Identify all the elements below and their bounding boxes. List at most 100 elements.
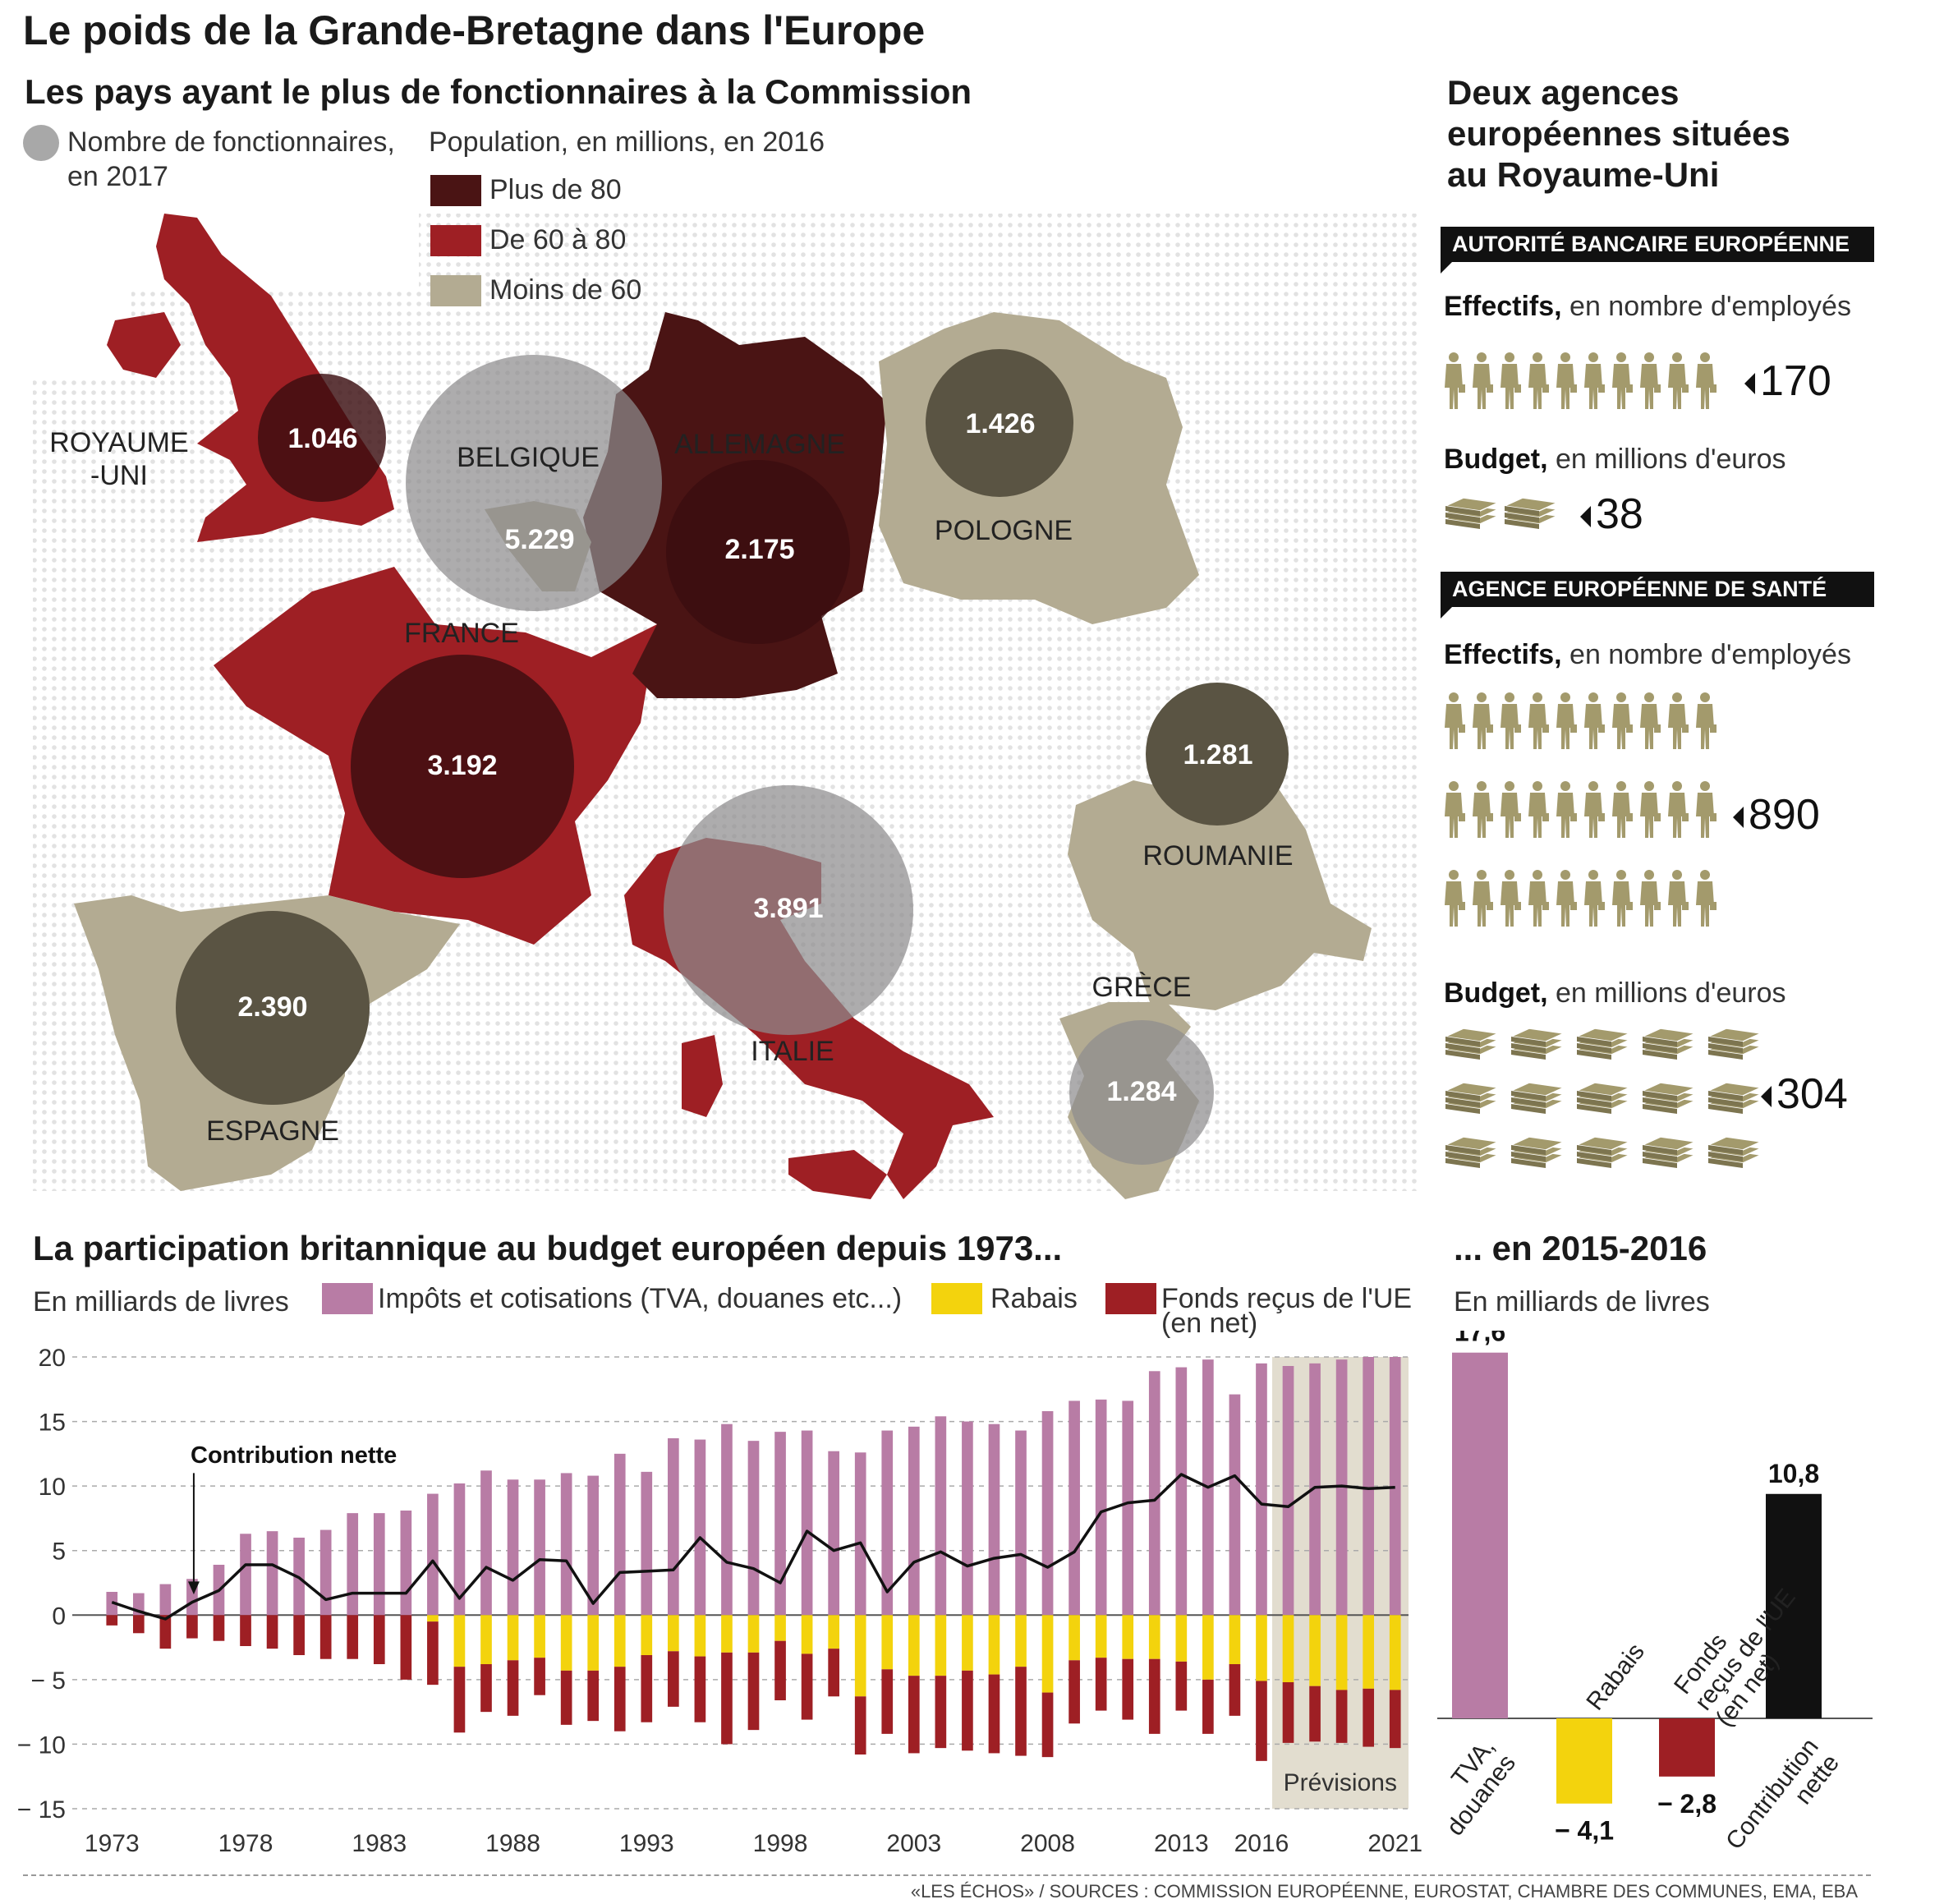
bar-impots bbox=[1015, 1430, 1027, 1616]
bar-rabais bbox=[1175, 1615, 1188, 1662]
eba-budget-label: Budget, en millions d'euros bbox=[1444, 444, 1786, 476]
person-icon bbox=[1696, 781, 1717, 838]
small-bar bbox=[1452, 1352, 1508, 1718]
bubble-france bbox=[351, 655, 574, 878]
value-pologne: 1.426 bbox=[965, 408, 1035, 439]
bar-rabais bbox=[1095, 1615, 1107, 1658]
person-icon bbox=[1668, 781, 1689, 838]
bar-impots bbox=[347, 1513, 359, 1616]
person-icon bbox=[1584, 352, 1605, 409]
person-icon bbox=[1668, 352, 1689, 409]
circle-legend-line2: en 2017 bbox=[67, 161, 168, 192]
person-icon bbox=[1696, 692, 1717, 749]
banknote-stack-icon bbox=[1706, 1082, 1763, 1114]
x-tick-label: 1988 bbox=[485, 1830, 540, 1857]
bar-rabais bbox=[1148, 1615, 1160, 1659]
bar-fonds bbox=[1309, 1686, 1321, 1742]
bar-rabais bbox=[908, 1615, 920, 1676]
bar-fonds bbox=[1122, 1658, 1134, 1720]
banknote-stack-icon bbox=[1502, 497, 1560, 529]
bar-impots bbox=[427, 1493, 439, 1616]
legend-swatch-60-80 bbox=[430, 225, 481, 256]
europe-map: 1.046 5.229 2.175 1.426 3.192 1.281 3.89… bbox=[33, 214, 1421, 1199]
circle-legend-swatch bbox=[23, 125, 59, 161]
legend-swatch-fonds bbox=[1105, 1283, 1156, 1314]
source-note: «LES ÉCHOS» / SOURCES : COMMISSION EUROP… bbox=[910, 1881, 1858, 1902]
ema-staff-value: 890 bbox=[1733, 790, 1820, 839]
bar-rabais bbox=[962, 1615, 973, 1671]
population-legend-title: Population, en millions, en 2016 bbox=[429, 126, 825, 158]
eba-band: AUTORITÉ BANCAIRE EUROPÉENNE bbox=[1441, 227, 1874, 274]
bar-fonds bbox=[774, 1640, 786, 1700]
bar-rabais bbox=[534, 1615, 545, 1658]
ema-budget-bold: Budget, bbox=[1444, 977, 1548, 1009]
banknote-stack-icon bbox=[1444, 497, 1501, 529]
legend-label-rabais: Rabais bbox=[990, 1283, 1078, 1314]
person-icon bbox=[1528, 870, 1549, 927]
eba-budget-bold: Budget, bbox=[1444, 444, 1548, 475]
banknote-stack-icon bbox=[1706, 1136, 1763, 1168]
bar-impots bbox=[319, 1529, 332, 1616]
small-bar-value: 17,6 bbox=[1455, 1331, 1505, 1347]
bar-rabais bbox=[694, 1615, 706, 1657]
ema-staff-unit: en nombre d'employés bbox=[1561, 639, 1851, 670]
person-icon bbox=[1584, 781, 1605, 838]
person-icon bbox=[1445, 781, 1465, 838]
bar-fonds bbox=[1041, 1692, 1054, 1758]
legend-swatch-rabais bbox=[931, 1283, 982, 1314]
bar-rabais bbox=[668, 1615, 679, 1652]
bar-rabais bbox=[1389, 1615, 1401, 1690]
bar-impots bbox=[266, 1531, 278, 1616]
small-bar-value: − 4,1 bbox=[1555, 1816, 1614, 1846]
bar-rabais bbox=[747, 1615, 760, 1653]
bar-impots bbox=[935, 1416, 947, 1616]
bar-fonds bbox=[747, 1652, 760, 1731]
person-icon bbox=[1556, 692, 1577, 749]
banknote-stack-icon bbox=[1640, 1082, 1698, 1114]
bar-rabais bbox=[1282, 1615, 1294, 1682]
eba-budget-number: 38 bbox=[1596, 490, 1643, 538]
bar-fonds bbox=[1282, 1682, 1294, 1743]
ema-budget-label: Budget, en millions d'euros bbox=[1444, 977, 1786, 1009]
bar-impots bbox=[1389, 1357, 1401, 1616]
ema-staff-bold: Effectifs, bbox=[1444, 639, 1562, 670]
bar-fonds bbox=[935, 1676, 947, 1749]
person-icon bbox=[1473, 352, 1493, 409]
name-allemagne: ALLEMAGNE bbox=[674, 429, 845, 460]
name-pologne: POLOGNE bbox=[935, 515, 1073, 546]
eba-budget-unit: en millions d'euros bbox=[1547, 444, 1786, 475]
forecast-label: Prévisions bbox=[1284, 1769, 1397, 1796]
small-bar-value: − 2,8 bbox=[1657, 1789, 1717, 1819]
bar-fonds bbox=[881, 1669, 894, 1734]
map-section-title: Les pays ayant le plus de fonctionnaires… bbox=[25, 72, 972, 111]
eba-staff-number: 170 bbox=[1760, 357, 1831, 405]
bar-fonds bbox=[1229, 1664, 1241, 1716]
person-icon bbox=[1556, 352, 1577, 409]
name-royaume-uni-2: -UNI bbox=[90, 460, 148, 491]
bar-rabais bbox=[1229, 1615, 1241, 1664]
x-tick-label: 1978 bbox=[218, 1830, 273, 1857]
name-grece: GRÈCE bbox=[1092, 972, 1192, 1003]
bar-fonds bbox=[721, 1652, 733, 1745]
bar-impots bbox=[400, 1511, 412, 1616]
bar-impots bbox=[1175, 1367, 1188, 1616]
x-tick-label: 1983 bbox=[352, 1830, 407, 1857]
x-tick-label: 1998 bbox=[753, 1830, 808, 1857]
agencies-title: Deux agences européennes situées au Roya… bbox=[1447, 72, 1790, 195]
bar-rabais bbox=[641, 1615, 653, 1655]
bar-rabais bbox=[854, 1615, 866, 1697]
bar-fonds bbox=[1202, 1679, 1214, 1734]
person-icon bbox=[1612, 352, 1633, 409]
person-icon bbox=[1584, 870, 1605, 927]
small-bar bbox=[1556, 1718, 1612, 1804]
bar-impots bbox=[587, 1475, 600, 1616]
bar-rabais bbox=[1041, 1615, 1054, 1693]
page-title: Le poids de la Grande-Bretagne dans l'Eu… bbox=[23, 7, 926, 53]
bar-fonds bbox=[1069, 1660, 1080, 1724]
x-tick-label: 2021 bbox=[1367, 1830, 1422, 1857]
bar-impots bbox=[988, 1423, 1000, 1616]
map-romania bbox=[1068, 780, 1372, 1010]
pointer-icon bbox=[1733, 807, 1744, 829]
ema-staff-icons bbox=[1445, 692, 1717, 927]
bar-rabais bbox=[721, 1615, 733, 1653]
